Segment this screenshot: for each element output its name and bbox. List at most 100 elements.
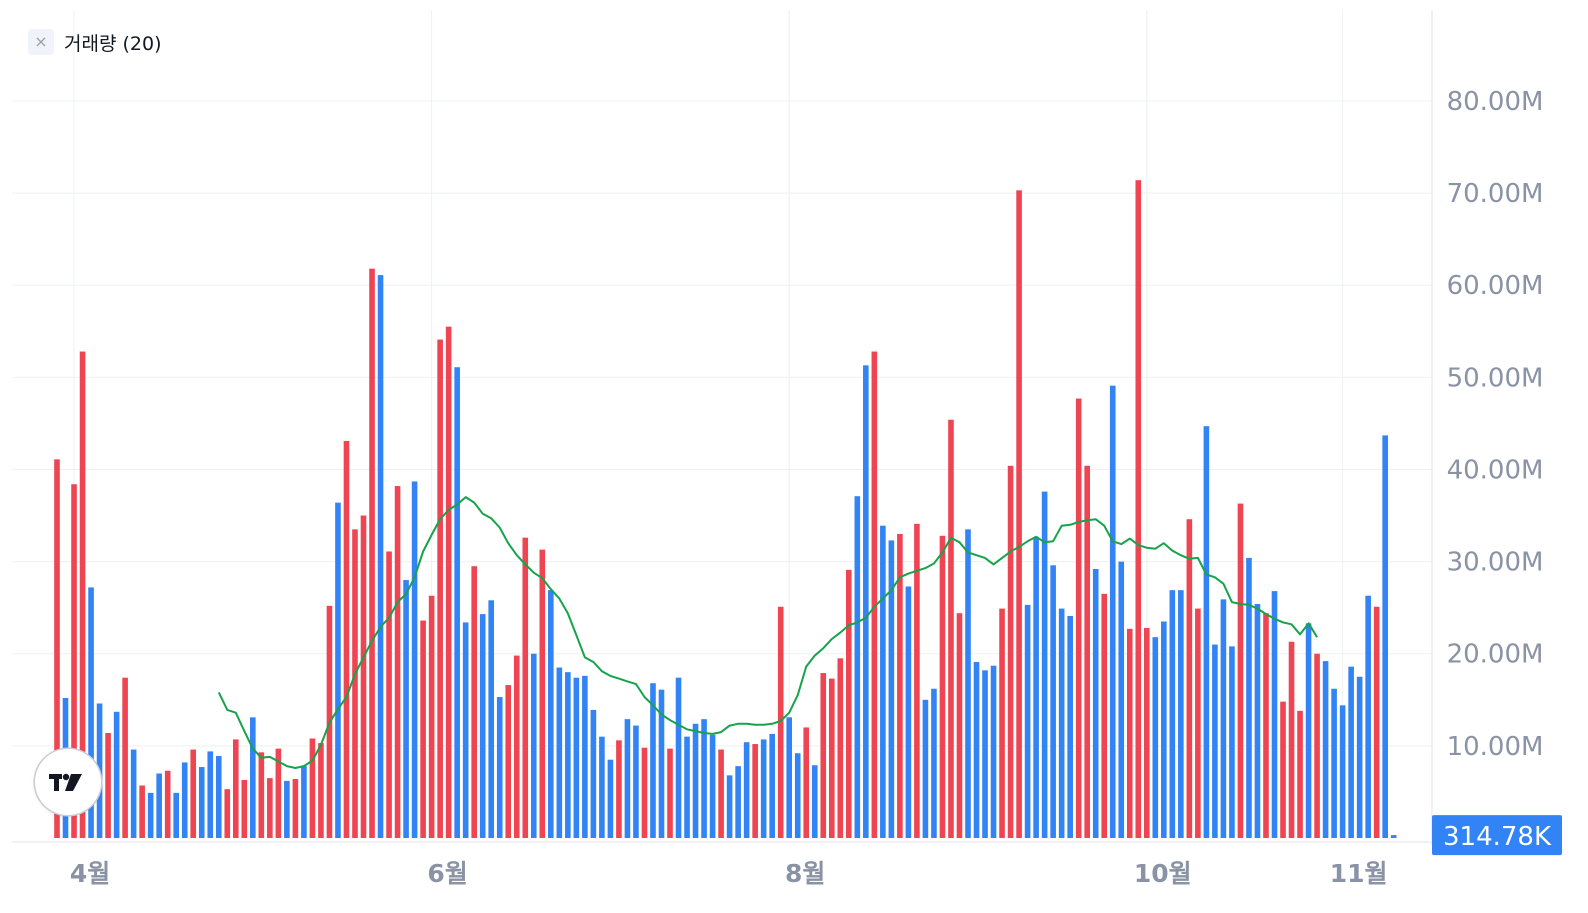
volume-bar — [105, 732, 111, 838]
volume-bar — [139, 785, 145, 838]
volume-bar — [871, 351, 878, 838]
volume-bar — [71, 484, 77, 838]
volume-bar — [650, 683, 656, 838]
volume-bar — [735, 766, 741, 838]
volume-bar — [309, 738, 316, 838]
volume-bar — [522, 537, 529, 838]
volume-bar — [292, 779, 299, 838]
volume-bar — [1126, 628, 1133, 838]
x-tick-label: 8월 — [785, 859, 825, 888]
volume-bar — [760, 739, 767, 838]
volume-bar — [437, 339, 443, 838]
volume-bar — [709, 734, 716, 838]
volume-bar — [250, 717, 256, 838]
volume-bar — [530, 653, 537, 838]
tradingview-logo-icon[interactable] — [35, 749, 101, 815]
volume-bar — [343, 440, 350, 838]
volume-bar — [743, 742, 750, 838]
volume-bar — [1246, 557, 1252, 838]
volume-bar — [1169, 590, 1176, 838]
volume-bar — [846, 569, 852, 838]
x-tick-label: 4월 — [70, 859, 110, 888]
last-value-text: 314.78K — [1443, 822, 1552, 852]
volume-bar — [905, 586, 912, 838]
volume-bar — [190, 749, 197, 838]
volume-bar — [803, 727, 810, 838]
volume-bar — [1101, 593, 1108, 838]
volume-bar — [215, 756, 222, 838]
volume-bar — [752, 744, 758, 838]
volume-bar — [130, 749, 137, 838]
volume-bar — [607, 759, 614, 838]
volume-bar — [1280, 701, 1286, 838]
volume-bar — [96, 703, 103, 838]
y-tick-label: 30.00M — [1447, 548, 1544, 578]
volume-bar — [811, 765, 818, 838]
volume-bar — [479, 614, 486, 838]
volume-bar — [914, 523, 920, 838]
volume-bar — [854, 496, 861, 838]
volume-bar — [880, 525, 886, 838]
volume-bar — [156, 773, 162, 838]
volume-bar — [828, 678, 835, 838]
volume-bar — [1263, 613, 1269, 838]
volume-bar — [420, 620, 426, 838]
volume-bar — [1092, 568, 1099, 838]
ma-series-line — [217, 496, 1318, 769]
volume-bar — [284, 780, 290, 838]
volume-bar — [335, 502, 341, 838]
volume-bar — [931, 688, 937, 838]
remove-indicator-button[interactable]: × — [28, 29, 54, 55]
volume-bar — [471, 566, 477, 838]
volume-bar — [79, 351, 86, 838]
volume-bar — [897, 533, 903, 838]
y-tick-label: 50.00M — [1447, 363, 1544, 393]
volume-bar — [599, 736, 605, 838]
volume-bar — [863, 365, 869, 838]
y-tick-label: 10.00M — [1447, 732, 1544, 762]
volume-bar — [1339, 705, 1346, 838]
volume-bar — [1007, 465, 1014, 838]
volume-bar — [411, 481, 418, 838]
volume-bar — [386, 551, 392, 838]
grid-lines — [12, 10, 1433, 845]
volume-bar — [1356, 676, 1363, 838]
y-tick-label: 60.00M — [1447, 271, 1544, 301]
volume-bar — [275, 748, 282, 838]
volume-bars — [54, 180, 1397, 839]
volume-bar — [454, 367, 460, 838]
volume-bar — [1024, 604, 1031, 838]
volume-bar — [496, 697, 503, 838]
volume-bar — [769, 733, 775, 838]
volume-bar — [241, 779, 248, 838]
volume-bar — [701, 719, 707, 838]
volume-bar — [965, 529, 971, 838]
volume-bar — [1305, 623, 1312, 838]
volume-bar — [667, 748, 673, 838]
volume-bar — [633, 725, 639, 838]
volume-bar — [1186, 519, 1193, 838]
volume-bar — [888, 540, 895, 838]
volume-bar — [445, 326, 452, 838]
volume-bar — [394, 486, 401, 838]
volume-bar — [684, 736, 690, 838]
volume-bar — [1382, 435, 1388, 838]
y-tick-label: 80.00M — [1447, 87, 1544, 117]
volume-bar — [1348, 666, 1354, 838]
volume-bar — [488, 600, 495, 838]
volume-bar — [403, 580, 409, 838]
last-value-badge-bg — [1432, 815, 1562, 856]
volume-bar — [616, 740, 622, 838]
x-tick-label: 11월 — [1330, 859, 1388, 888]
volume-bar — [948, 419, 954, 838]
last-value-badge: 314.78K — [1432, 815, 1562, 856]
volume-bar — [1084, 465, 1090, 838]
volume-bar — [181, 762, 188, 838]
volume-bar — [1152, 637, 1159, 838]
volume-bar — [777, 606, 784, 838]
volume-bar — [173, 792, 179, 838]
volume-bar — [1033, 537, 1039, 838]
volume-bar — [224, 789, 231, 838]
volume-bar — [1220, 599, 1227, 838]
